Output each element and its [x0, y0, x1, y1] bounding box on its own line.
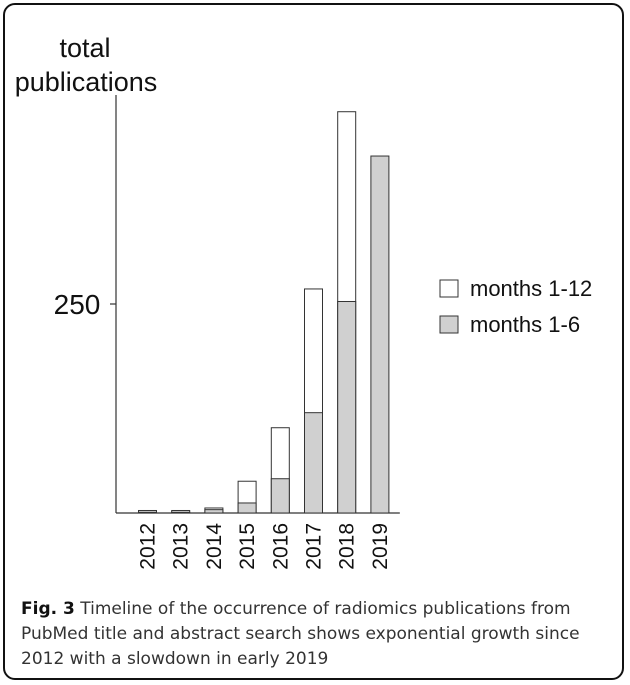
caption-text: Timeline of the occurrence of radiomics … — [21, 599, 580, 669]
bar-months-1-6 — [337, 300, 357, 514]
x-tick-label: 2017 — [303, 523, 326, 570]
legend-swatch — [439, 279, 459, 298]
bar-months-1-6 — [171, 511, 191, 514]
bar-months-1-6 — [138, 511, 157, 514]
bar-months-1-6 — [204, 509, 224, 514]
x-tick-label: 2016 — [269, 523, 292, 570]
x-tick-label: 2018 — [336, 523, 359, 570]
x-tick-label: 2012 — [137, 523, 160, 570]
bar-months-1-6 — [270, 478, 290, 514]
legend-label: months 1-6 — [470, 312, 580, 337]
x-tick-label: 2015 — [236, 523, 259, 570]
bar-chart: total publications 250 2012 2013 2014 2015 2016… — [15, 33, 593, 570]
caption-label: Fig. 3 — [21, 599, 75, 619]
y-tick-label: 250 — [54, 289, 101, 320]
bar-months-1-6 — [304, 412, 323, 514]
x-tick-label: 2013 — [170, 523, 193, 570]
y-axis-label-line: publications — [15, 67, 158, 97]
bar-months-1-6 — [370, 155, 390, 514]
figure-frame: total publications 250 2012 2013 2014 2015 2016… — [3, 3, 624, 680]
legend-label: months 1-12 — [470, 276, 592, 301]
y-axis-label-line: total — [59, 33, 110, 63]
x-tick-label: 2019 — [369, 523, 392, 570]
bar-months-1-6 — [237, 502, 257, 514]
legend-swatch — [439, 315, 459, 334]
figure-caption: Fig. 3 Timeline of the occurrence of rad… — [21, 597, 621, 672]
x-tick-label: 2014 — [203, 523, 226, 570]
